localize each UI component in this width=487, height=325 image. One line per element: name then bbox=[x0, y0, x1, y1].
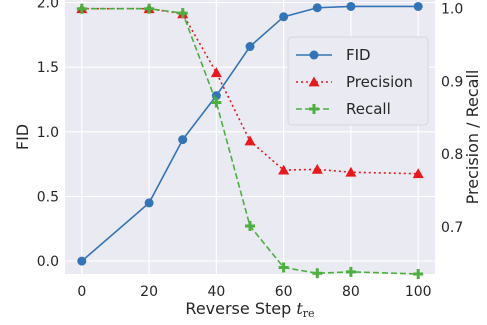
left-tick-label: 0.5 bbox=[37, 189, 59, 205]
recall-point bbox=[312, 268, 323, 279]
series-layer bbox=[76, 1, 424, 279]
right-tick-label: 1.0 bbox=[441, 2, 463, 18]
x-tick-label: 60 bbox=[275, 284, 293, 300]
right-tick-label: 0.8 bbox=[441, 147, 463, 163]
legend-precision-label: Precision bbox=[346, 73, 413, 91]
left-tick-label: 1.5 bbox=[37, 60, 59, 76]
series-recall bbox=[76, 3, 424, 279]
right-tick-label: 0.7 bbox=[441, 220, 463, 236]
legend-fid-marker bbox=[309, 50, 319, 60]
recall-point bbox=[278, 262, 289, 273]
recall-point bbox=[177, 8, 188, 19]
x-tick-label: 0 bbox=[77, 284, 86, 300]
left-tick-label: 2.0 bbox=[37, 0, 59, 12]
legend-recall-label: Recall bbox=[346, 100, 391, 118]
recall-point bbox=[144, 3, 155, 14]
left-axis-ticks: 0.0 0.5 1.0 1.5 2.0 bbox=[37, 0, 59, 270]
recall-point bbox=[245, 221, 255, 232]
precision-point bbox=[278, 164, 290, 175]
series-precision bbox=[76, 3, 424, 179]
precision-point bbox=[210, 67, 222, 78]
recall-point bbox=[76, 3, 87, 14]
fid-point bbox=[413, 1, 423, 11]
fid-point bbox=[312, 3, 322, 13]
recall-point bbox=[413, 269, 424, 279]
x-axis-ticks: 0 20 40 60 80 100 bbox=[77, 284, 431, 300]
x-tick-label: 40 bbox=[207, 284, 225, 300]
x-axis-label: Reverse Step tre bbox=[185, 299, 314, 320]
precision-point bbox=[311, 163, 323, 174]
x-tick-label: 100 bbox=[405, 284, 432, 300]
fid-point bbox=[245, 42, 255, 52]
x-tick-label: 20 bbox=[140, 284, 158, 300]
left-tick-label: 1.0 bbox=[37, 125, 59, 141]
precision-point bbox=[345, 166, 357, 177]
fid-point bbox=[178, 135, 188, 145]
y-axis-label-left: FID bbox=[13, 124, 32, 150]
legend-precision-marker bbox=[308, 76, 320, 87]
legend-box bbox=[287, 36, 429, 126]
fid-point bbox=[279, 12, 289, 22]
series-fid bbox=[77, 1, 423, 266]
x-tick-label: 80 bbox=[342, 284, 360, 300]
legend-fid-label: FID bbox=[346, 46, 371, 64]
fid-point bbox=[144, 198, 154, 208]
precision-point bbox=[412, 168, 424, 179]
legend: FID Precision Recall bbox=[287, 36, 429, 126]
recall-point bbox=[345, 266, 356, 277]
precision-point bbox=[244, 135, 256, 146]
right-axis-ticks: 0.7 0.8 0.9 1.0 bbox=[441, 2, 463, 236]
fid-point bbox=[346, 1, 356, 11]
right-tick-label: 0.9 bbox=[441, 74, 463, 90]
legend-recall-marker bbox=[309, 104, 319, 114]
fid-point bbox=[77, 256, 87, 266]
y-axis-label-right: Precision / Recall bbox=[463, 70, 482, 205]
recall-point bbox=[211, 97, 222, 108]
left-tick-label: 0.0 bbox=[37, 254, 59, 270]
